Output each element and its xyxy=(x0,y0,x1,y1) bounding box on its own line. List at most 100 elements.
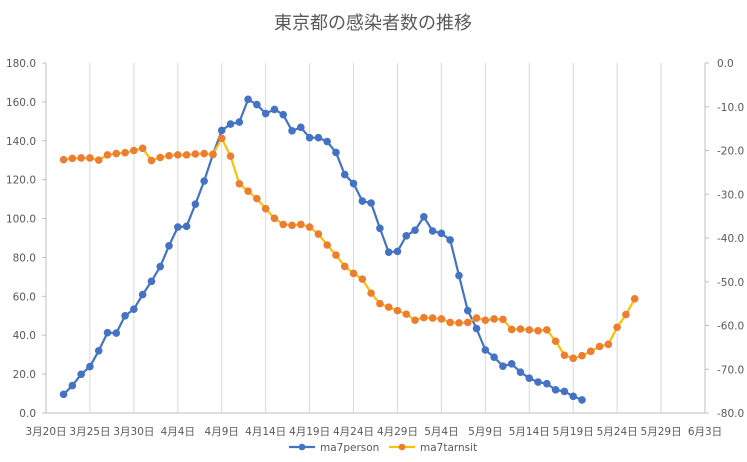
left-tick-label: 40.0 xyxy=(13,330,36,342)
series-layer xyxy=(59,95,639,404)
ma7tarnsit-point xyxy=(226,152,235,160)
ma7person-point xyxy=(147,277,156,286)
ma7person-point xyxy=(261,109,270,118)
ma7tarnsit-point xyxy=(270,214,279,223)
right-tick-label: 0.0 xyxy=(717,58,734,70)
right-axis-ticks: 0.0 -10.0 -20.0 -30.0 -40.0 -50.0 -60.0 -70.0 -8… xyxy=(705,58,744,420)
ma7tarnsit-point xyxy=(156,153,165,162)
ma7tarnsit-point xyxy=(613,323,621,332)
left-tick-label: 120.0 xyxy=(6,175,36,187)
ma7tarnsit-point xyxy=(428,314,437,322)
ma7tarnsit-point xyxy=(393,306,402,315)
legend-marker-ma7tarnsit xyxy=(398,443,406,451)
ma7tarnsit-point xyxy=(376,299,384,308)
ma7person-point xyxy=(165,241,173,250)
left-tick-label: 140.0 xyxy=(6,136,36,148)
left-tick-label: 180.0 xyxy=(6,58,36,70)
x-tick-label: 4月14日 xyxy=(245,426,286,438)
ma7person-point xyxy=(393,247,402,256)
ma7tarnsit-point xyxy=(332,251,340,259)
ma7person-point xyxy=(68,381,77,390)
ma7tarnsit-point xyxy=(103,151,112,159)
ma7person-point xyxy=(244,95,252,104)
legend-label-ma7person: ma7person xyxy=(320,442,379,454)
ma7person-point xyxy=(543,379,551,388)
x-tick-label: 4月19日 xyxy=(289,426,330,438)
ma7person-point xyxy=(112,329,121,337)
ma7tarnsit-point xyxy=(630,295,639,303)
x-tick-label: 5月24日 xyxy=(597,426,638,438)
ma7tarnsit-point xyxy=(446,318,454,327)
ma7tarnsit-point xyxy=(586,347,595,356)
ma7tarnsit-point xyxy=(560,351,569,360)
ma7person-point xyxy=(332,148,340,157)
ma7tarnsit-point xyxy=(244,187,252,195)
ma7person-point xyxy=(323,137,331,146)
ma7person-point xyxy=(569,392,578,401)
ma7tarnsit-point xyxy=(165,151,173,160)
x-tick-label: 3月20日 xyxy=(25,426,66,438)
x-tick-label: 3月25日 xyxy=(69,426,110,438)
ma7person-point xyxy=(472,324,481,333)
ma7tarnsit-point xyxy=(288,221,296,230)
ma7person-point xyxy=(516,368,525,376)
ma7tarnsit-point xyxy=(191,150,200,158)
ma7tarnsit-point xyxy=(340,262,349,271)
ma7tarnsit-point xyxy=(595,342,604,351)
ma7tarnsit-point xyxy=(411,316,419,325)
ma7tarnsit-point xyxy=(384,303,393,311)
legend-marker-ma7person xyxy=(298,443,306,451)
ma7person-point xyxy=(507,360,516,368)
ma7person-point xyxy=(384,248,393,256)
ma7person-point xyxy=(121,311,129,320)
ma7person-point xyxy=(463,306,472,315)
ma7person-point xyxy=(156,262,165,271)
left-tick-label: 160.0 xyxy=(6,97,36,109)
right-tick-label: -30.0 xyxy=(717,189,744,201)
ma7tarnsit-point xyxy=(349,269,358,278)
ma7person-point xyxy=(358,197,367,205)
x-tick-label: 5月9日 xyxy=(468,426,502,438)
ma7tarnsit-point xyxy=(551,337,560,346)
right-tick-label: -20.0 xyxy=(717,146,744,158)
ma7person-point xyxy=(340,170,349,179)
ma7person-point xyxy=(455,271,463,280)
ma7tarnsit-point xyxy=(209,150,217,159)
ma7person-point xyxy=(191,200,200,208)
ma7tarnsit-point xyxy=(490,315,498,323)
ma7tarnsit-point xyxy=(297,220,305,229)
ma7tarnsit-point xyxy=(200,149,208,158)
x-tick-label: 4月4日 xyxy=(161,426,195,438)
ma7person-point xyxy=(402,232,411,240)
ma7tarnsit-point xyxy=(94,156,103,164)
ma7tarnsit-point xyxy=(507,325,516,334)
x-tick-label: 5月19日 xyxy=(553,426,594,438)
ma7tarnsit-point xyxy=(534,326,542,335)
x-tick-label: 5月14日 xyxy=(509,426,550,438)
ma7person-point xyxy=(174,223,182,231)
ma7tarnsit-point xyxy=(525,326,534,334)
right-tick-label: -80.0 xyxy=(717,408,744,420)
ma7person-point xyxy=(182,222,191,231)
ma7person-line xyxy=(62,98,583,401)
grid xyxy=(45,63,706,413)
ma7person-point xyxy=(499,362,507,370)
left-axis-ticks: 0.0 20.0 40.0 60.0 80.0 100.0 120.0 140.0 160.0 1… xyxy=(6,58,46,420)
left-tick-label: 60.0 xyxy=(13,291,36,303)
ma7person-point xyxy=(297,123,305,132)
x-tick-label: 3月30日 xyxy=(113,426,154,438)
ma7tarnsit-line xyxy=(63,137,636,360)
ma7person-point xyxy=(578,396,586,404)
ma7tarnsit-point xyxy=(472,314,481,322)
right-tick-label: -70.0 xyxy=(717,364,744,376)
ma7tarnsit-point xyxy=(147,156,156,165)
ma7tarnsit-point xyxy=(121,148,129,157)
right-tick-label: -40.0 xyxy=(717,233,744,245)
ma7person-point xyxy=(235,118,244,126)
legend-label-ma7tarnsit: ma7tarnsit xyxy=(420,442,477,454)
ma7person-point xyxy=(349,179,358,188)
ma7person-point xyxy=(270,105,279,114)
ma7tarnsit-point xyxy=(68,154,77,163)
ma7tarnsit-point xyxy=(499,315,507,324)
